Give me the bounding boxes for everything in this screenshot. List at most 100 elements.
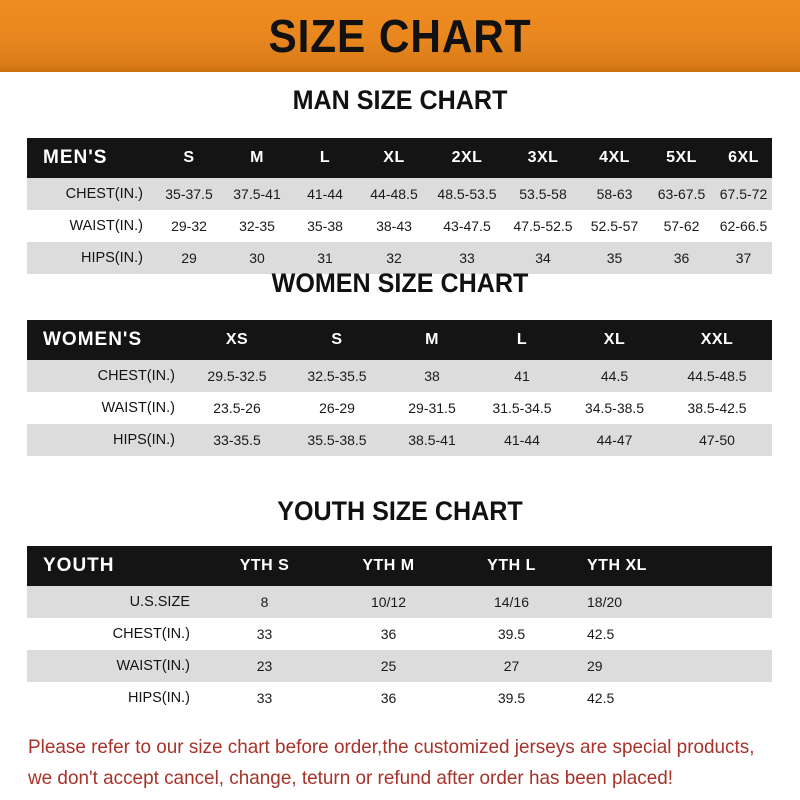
cell: 52.5-57: [590, 218, 639, 234]
men-col-header: M: [250, 149, 264, 166]
row-label: WAIST(IN.): [101, 400, 175, 416]
cell: 29: [181, 250, 197, 266]
men-col-header: 5XL: [666, 149, 697, 166]
cell: 27: [503, 658, 520, 674]
men-col-header: S: [183, 149, 195, 166]
cell: 30: [249, 250, 265, 266]
cell: 41-44: [307, 186, 343, 202]
cell: 33: [256, 690, 273, 706]
cell: 29.5-32.5: [207, 368, 267, 384]
cell: 29-32: [171, 218, 207, 234]
cell: 10/12: [370, 594, 407, 610]
cell: 33: [459, 250, 475, 266]
table-row: HIPS(IN.) 33-35.5 35.5-38.5 38.5-41 41-4…: [27, 424, 772, 456]
cell: 35: [606, 250, 623, 266]
cell: 48.5-53.5: [437, 186, 497, 202]
cell: 42.5: [587, 626, 615, 642]
cell: 57-62: [663, 218, 700, 234]
youth-size-table: YOUTH YTH S YTH M YTH L YTH XL U.S.SIZE …: [27, 546, 772, 714]
cell: 41-44: [504, 432, 540, 448]
cell: 35.5-38.5: [307, 432, 367, 448]
cell: 62-66.5: [719, 218, 768, 234]
section-title-women: WOMEN SIZE CHART: [271, 268, 529, 298]
row-label: HIPS(IN.): [112, 432, 175, 448]
cell: 8: [260, 594, 269, 610]
cell: 29-31.5: [408, 400, 456, 416]
cell: 35-38: [307, 218, 343, 234]
page-title: SIZE CHART: [268, 10, 532, 62]
men-size-table: MEN'S S M L XL 2XL 3XL 4XL 5XL 6XL CHEST…: [27, 138, 772, 274]
table-row: HIPS(IN.) 33 36 39.5 42.5: [27, 682, 772, 714]
men-col-header: XL: [383, 149, 405, 166]
cell: 32-35: [239, 218, 275, 234]
table-row: WAIST(IN.) 23 25 27 29: [27, 650, 772, 682]
row-label: CHEST(IN.): [97, 368, 175, 384]
section-title-men: MAN SIZE CHART: [292, 85, 508, 115]
cell: 47-50: [699, 432, 735, 448]
women-col-header: XS: [225, 331, 249, 348]
youth-col-header: YTH M: [362, 557, 415, 574]
cell: 14/16: [493, 594, 530, 610]
cell: 34.5-38.5: [584, 400, 645, 416]
cell: 31.5-34.5: [492, 400, 552, 416]
cell: 36: [673, 250, 690, 266]
women-col-header: S: [331, 331, 343, 348]
women-size-table: WOMEN'S XS S M L XL XXL CHEST(IN.) 29.5-…: [27, 320, 772, 456]
youth-header-row: YOUTH YTH S YTH M YTH L YTH XL: [27, 546, 772, 586]
cell: 38-43: [376, 218, 412, 234]
women-col-header: XL: [603, 331, 626, 348]
table-row: WAIST(IN.) 29-32 32-35 35-38 38-43 43-47…: [27, 210, 772, 242]
table-row: CHEST(IN.) 29.5-32.5 32.5-35.5 38 41 44.…: [27, 360, 772, 392]
cell: 67.5-72: [719, 186, 768, 202]
cell: 44-48.5: [370, 186, 418, 202]
cell: 43-47.5: [443, 218, 491, 234]
cell: 33-35.5: [213, 432, 261, 448]
cell: 32.5-35.5: [307, 368, 367, 384]
row-label: CHEST(IN.): [65, 186, 143, 202]
cell: 23: [256, 658, 273, 674]
row-label: WAIST(IN.): [69, 218, 143, 234]
cell: 44.5: [600, 368, 629, 384]
cell: 47.5-52.5: [513, 218, 573, 234]
men-col-header: 3XL: [527, 149, 559, 166]
youth-col-header: YTH S: [239, 557, 290, 574]
youth-header-label: YOUTH: [43, 555, 115, 576]
footer-note-line-2: we don't accept cancel, change, teturn o…: [28, 767, 674, 789]
men-col-header: 6XL: [728, 149, 759, 166]
table-row: HIPS(IN.) 29 30 31 32 33 34 35 36 37: [27, 242, 772, 274]
table-row: WAIST(IN.) 23.5-26 26-29 29-31.5 31.5-34…: [27, 392, 772, 424]
cell: 58-63: [596, 186, 633, 202]
men-col-header: L: [319, 149, 331, 166]
banner: SIZE CHART: [0, 0, 800, 72]
cell: 29: [587, 658, 603, 674]
women-header-label: WOMEN'S: [43, 329, 143, 350]
women-col-header: L: [516, 331, 528, 348]
cell: 26-29: [319, 400, 355, 416]
row-label: WAIST(IN.): [116, 658, 190, 674]
cell: 38.5-41: [408, 432, 456, 448]
cell: 32: [386, 250, 402, 266]
cell: 36: [380, 690, 397, 706]
cell: 35-37.5: [165, 186, 213, 202]
row-label: HIPS(IN.): [80, 250, 143, 266]
women-col-header: XXL: [700, 331, 734, 348]
men-header-row: MEN'S S M L XL 2XL 3XL 4XL 5XL 6XL: [27, 138, 772, 178]
women-header-row: WOMEN'S XS S M L XL XXL: [27, 320, 772, 360]
table-row: U.S.SIZE 8 10/12 14/16 18/20: [27, 586, 772, 618]
row-label: U.S.SIZE: [129, 594, 190, 610]
section-title-youth: YOUTH SIZE CHART: [277, 496, 523, 526]
youth-col-header: YTH L: [487, 557, 536, 574]
cell: 38: [424, 368, 440, 384]
cell: 33: [256, 626, 273, 642]
cell: 36: [380, 626, 397, 642]
row-label: HIPS(IN.): [127, 690, 190, 706]
cell: 34: [535, 250, 551, 266]
row-label: CHEST(IN.): [112, 626, 190, 642]
cell: 63-67.5: [657, 186, 706, 202]
cell: 39.5: [497, 626, 526, 642]
men-col-header: 2XL: [451, 149, 483, 166]
table-row: CHEST(IN.) 35-37.5 37.5-41 41-44 44-48.5…: [27, 178, 772, 210]
cell: 25: [380, 658, 397, 674]
cell: 42.5: [587, 690, 615, 706]
